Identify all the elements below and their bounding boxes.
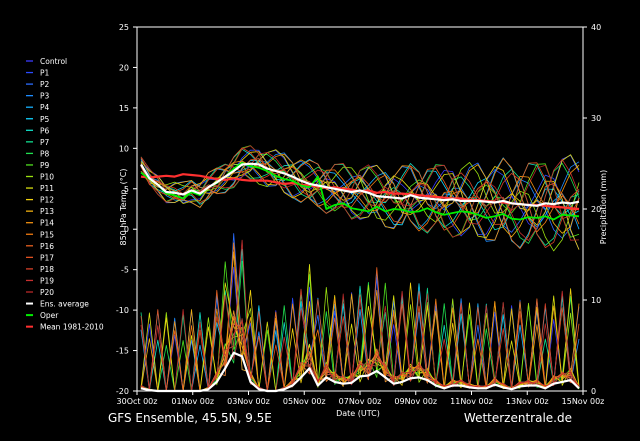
legend-label: P13 <box>40 207 54 216</box>
footer-site: Wetterzentrale.de <box>464 411 572 425</box>
chart-title: Carnate (IT) 850 hPa Temp. & Precipitati… <box>91 5 554 20</box>
legend-label: P5 <box>40 115 50 124</box>
legend-label: P17 <box>40 253 54 262</box>
y-tick-label: 10 <box>119 144 129 153</box>
legend-label: Ens. average <box>40 300 89 309</box>
footer-source: GFS Ensemble, 45.5N, 9.5E <box>108 411 272 425</box>
y2-tick-label: 40 <box>591 23 601 32</box>
legend-label: Mean 1981-2010 <box>40 323 104 332</box>
member-temp-line <box>140 147 580 231</box>
y2-tick-label: 0 <box>591 387 596 396</box>
legend-label: Control <box>40 57 67 66</box>
legend-label: P7 <box>40 138 50 147</box>
ens-average-precip-line <box>140 351 580 393</box>
member-temp-line <box>140 157 580 250</box>
x-tick-label: 13Nov 00z <box>506 397 549 406</box>
plot-area <box>136 26 584 393</box>
y-tick-label: 15 <box>119 104 129 113</box>
legend-label: P4 <box>40 103 50 112</box>
legend-label: P2 <box>40 80 50 89</box>
x-tick-label: 07Nov 00z <box>339 397 382 406</box>
x-axis: 30Oct 00z 01Nov 00z 03Nov 00z 05Nov 00z 07No… <box>117 391 605 406</box>
legend-label: P6 <box>40 126 50 135</box>
legend-label: P1 <box>40 69 50 78</box>
member-precip-line <box>140 288 580 392</box>
legend-label: Oper <box>40 311 59 320</box>
y-tick-label: -15 <box>116 347 129 356</box>
y2-axis-label: Precipitation (mm) <box>599 170 608 244</box>
legend-label: P12 <box>40 196 54 205</box>
y-tick-label: 5 <box>124 185 129 194</box>
y2-tick-label: 30 <box>591 114 601 123</box>
x-tick-label: 11Nov 00z <box>450 397 493 406</box>
y2-tick-label: 10 <box>591 296 601 305</box>
x-tick-label: 01Nov 00z <box>171 397 214 406</box>
legend-label: P9 <box>40 161 50 170</box>
member-precip-line <box>140 239 580 392</box>
x-axis-label: Date (UTC) <box>336 409 380 418</box>
x-tick-label: 09Nov 00z <box>394 397 437 406</box>
x-tick-label: 03Nov 00z <box>227 397 270 406</box>
member-temp-line <box>140 153 580 244</box>
y-axis-left: 25 20 15 10 5 0 -5 -10 -15 -20 <box>116 23 137 396</box>
legend-label: P3 <box>40 92 50 101</box>
y-tick-label: 0 <box>124 225 129 234</box>
x-tick-label: 30Oct 00z <box>117 397 158 406</box>
ens-average-temp-line <box>140 162 580 207</box>
y-tick-label: 20 <box>119 63 129 72</box>
legend-label: P18 <box>40 265 54 274</box>
legend-label: P15 <box>40 230 54 239</box>
member-temp-line <box>140 157 580 233</box>
y-axis-label: 850 hPa Temp. (°C) <box>119 168 128 245</box>
legend-label: P16 <box>40 242 54 251</box>
highlight-series <box>140 161 580 393</box>
legend-label: P8 <box>40 149 50 158</box>
y-tick-label: -5 <box>121 266 129 275</box>
legend-label: P19 <box>40 276 54 285</box>
legend-label: P10 <box>40 173 54 182</box>
x-tick-label: 05Nov 00z <box>283 397 326 406</box>
y-axis-right: 40 30 20 10 0 <box>583 23 601 396</box>
member-precip-line <box>140 293 580 392</box>
y-tick-label: 25 <box>119 23 129 32</box>
y-tick-label: -10 <box>116 306 129 315</box>
legend: Control P1 P2 P3 P4 P5 P6 P7 P8 P9 P10 P11 P12 P13 P14… <box>26 57 104 332</box>
y-tick-label: -20 <box>116 387 129 396</box>
legend-label: P14 <box>40 219 54 228</box>
legend-label: P20 <box>40 288 54 297</box>
y2-tick-label: 20 <box>591 205 601 214</box>
member-temp-line <box>140 159 580 238</box>
legend-label: P11 <box>40 184 54 193</box>
x-tick-label: 15Nov 00z <box>562 397 605 406</box>
member-temp-line <box>140 149 580 250</box>
